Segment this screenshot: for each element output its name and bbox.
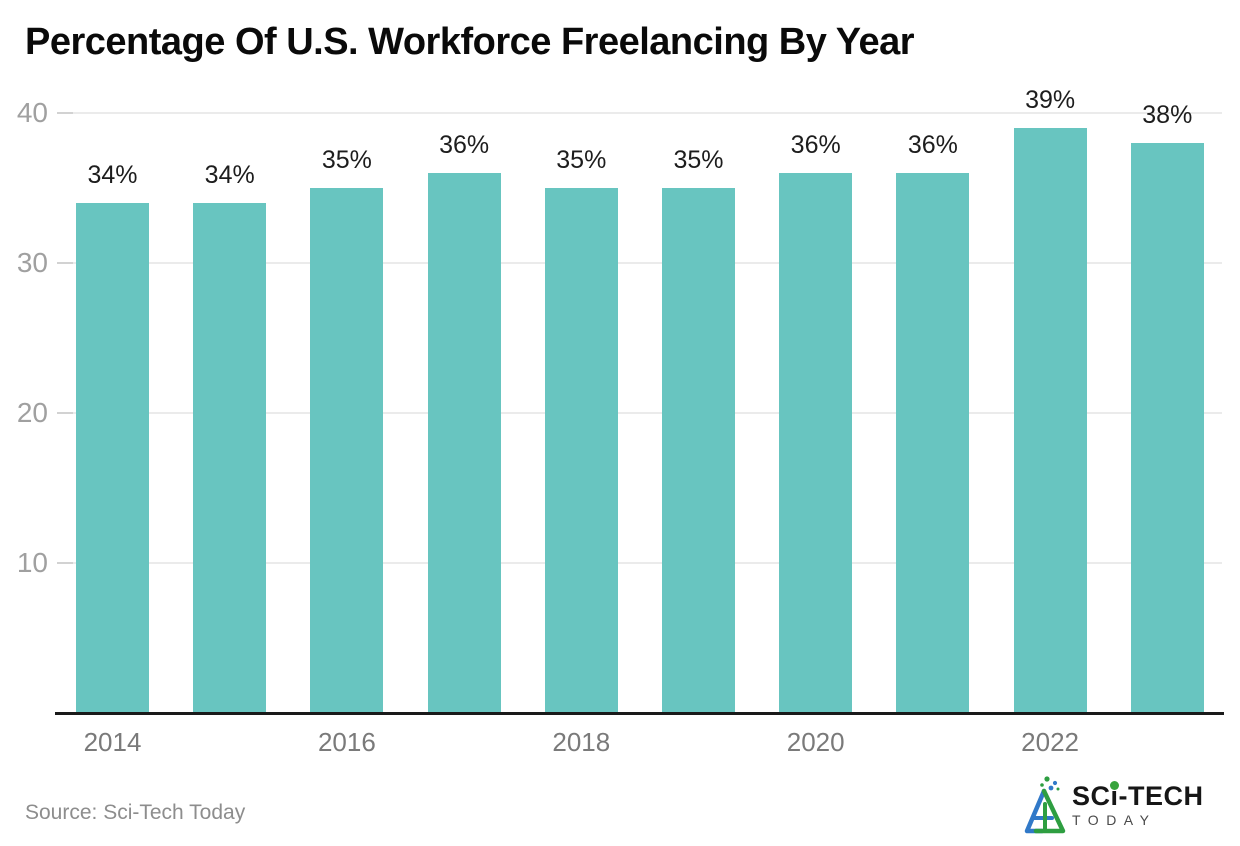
sci-tech-today-logo-text: SCi-TECH TODAY (1072, 782, 1204, 828)
sci-tech-today-logo-mark-icon (1024, 776, 1066, 834)
bar-2020 (779, 173, 853, 713)
gridline-10 (57, 562, 1222, 564)
bar-2023 (1130, 143, 1204, 713)
gridline-30 (57, 262, 1222, 264)
bar-value-label-2018: 35% (556, 146, 607, 174)
bar-value-label-2022: 39% (1025, 86, 1076, 114)
bar-2019 (662, 188, 735, 713)
x-axis-label-2016: 2016 (317, 727, 376, 757)
bar-2022 (1013, 128, 1087, 713)
x-axis-label-2022: 2022 (1021, 727, 1080, 757)
bar-2021 (896, 173, 970, 713)
bar-value-label-2016: 35% (321, 146, 372, 174)
y-tick-label-10: 10 (16, 547, 48, 578)
y-tick-40 (57, 112, 73, 114)
logo-line1: SCi-TECH (1072, 781, 1204, 811)
y-tick-label-30: 30 (16, 247, 48, 278)
bar-2016 (310, 188, 384, 713)
x-axis-label-2018: 2018 (552, 727, 611, 757)
gridline-20 (57, 412, 1222, 414)
bar-value-label-2014: 34% (87, 161, 138, 189)
bar-value-label-2017: 36% (439, 131, 490, 159)
bar-2014 (76, 203, 149, 713)
bar-value-label-2021: 36% (907, 131, 958, 159)
logo-i-letter: i (1110, 781, 1119, 811)
gridline-40 (57, 112, 1222, 114)
x-axis-label-2014: 2014 (83, 727, 142, 757)
y-tick-label-40: 40 (16, 97, 48, 128)
bar-value-label-2019: 35% (673, 146, 724, 174)
bar-value-label-2023: 38% (1142, 101, 1193, 129)
bar-2018 (544, 188, 618, 713)
bar-value-label-2020: 36% (790, 131, 841, 159)
y-tick-10 (57, 562, 73, 564)
x-axis-line (55, 712, 1224, 715)
bar-2015 (193, 203, 267, 713)
y-tick-30 (57, 262, 73, 264)
chart-title: Percentage Of U.S. Workforce Freelancing… (25, 21, 915, 63)
x-axis-label-2020: 2020 (786, 727, 845, 757)
y-tick-20 (57, 412, 73, 414)
sci-tech-today-logo: SCi-TECH TODAY (1022, 774, 1204, 836)
bar-2017 (427, 173, 501, 713)
source-note: Source: Sci-Tech Today (25, 801, 246, 824)
y-tick-label-20: 20 (16, 397, 48, 428)
bar-value-label-2015: 34% (204, 161, 255, 189)
logo-line2: TODAY (1072, 812, 1157, 828)
